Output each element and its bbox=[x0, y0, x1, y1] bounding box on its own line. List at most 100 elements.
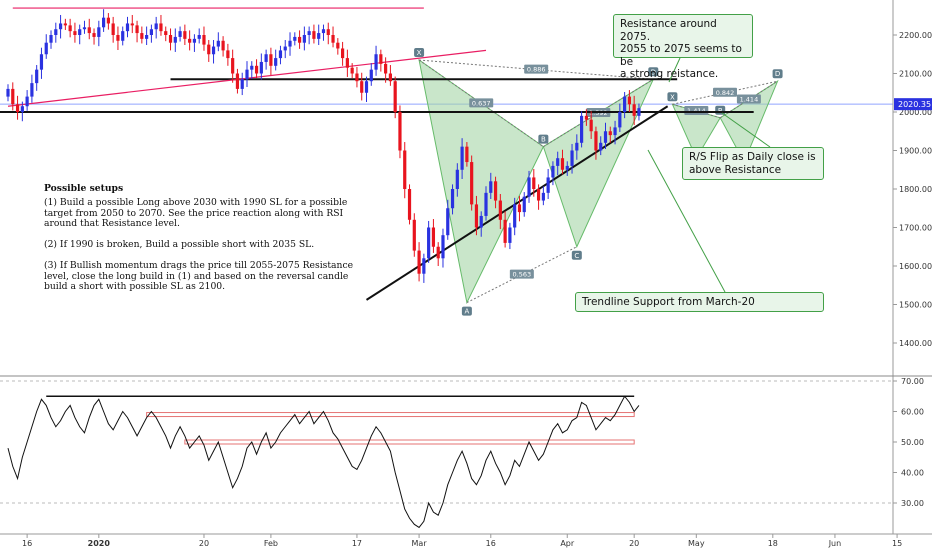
p2-ratio-label: 0.842 bbox=[716, 89, 735, 97]
candle-body bbox=[556, 158, 560, 166]
candle-body bbox=[250, 65, 254, 70]
candle-body bbox=[412, 219, 416, 251]
candle-body bbox=[30, 83, 34, 97]
candle-body bbox=[145, 35, 149, 39]
candle-body bbox=[493, 181, 498, 201]
candle-body bbox=[603, 131, 608, 143]
p1-ratio-label: 0.886 bbox=[527, 66, 546, 74]
callout-trendline-connector bbox=[647, 149, 726, 293]
candle-body bbox=[479, 215, 483, 228]
candle-body bbox=[532, 177, 536, 189]
candle-body bbox=[489, 181, 493, 193]
candle-body bbox=[403, 150, 407, 189]
callout-rs-flip-connector bbox=[721, 112, 771, 148]
p2-bd-ratio-line bbox=[719, 80, 778, 119]
p1-xab-triangle bbox=[418, 58, 544, 305]
candle-body bbox=[594, 131, 598, 151]
candle-body bbox=[513, 204, 517, 228]
candle-body bbox=[130, 23, 134, 26]
setups-note-line: build a short with possible SL as 2100. bbox=[44, 281, 226, 292]
candle-body bbox=[92, 33, 96, 37]
candle-body bbox=[388, 73, 392, 82]
candle-body bbox=[560, 158, 565, 170]
candle-body bbox=[536, 189, 541, 201]
candle-body bbox=[431, 227, 436, 247]
candle-body bbox=[517, 204, 522, 213]
candle-body bbox=[508, 227, 512, 243]
candle-body bbox=[178, 31, 182, 37]
current-price-label: 2020.35 bbox=[898, 100, 931, 109]
candle-body bbox=[240, 79, 244, 89]
current-price-tag bbox=[894, 98, 932, 111]
p1-ratio-badge bbox=[469, 98, 494, 108]
price-tick-label: 2200.00 bbox=[899, 31, 932, 40]
candle-body bbox=[259, 61, 263, 74]
rsi-tick-label: 60.00 bbox=[901, 408, 924, 417]
candle-body bbox=[446, 208, 450, 236]
p1-point-label: A bbox=[464, 308, 469, 316]
candle-body bbox=[374, 54, 378, 70]
candle-body bbox=[632, 104, 636, 116]
setups-title: Possible setups bbox=[44, 183, 124, 194]
candle-body bbox=[125, 23, 130, 32]
candle-body bbox=[302, 35, 306, 43]
candle-body bbox=[197, 35, 201, 39]
x-tick-label: 2020 bbox=[88, 539, 111, 548]
price-tick-label: 1500.00 bbox=[899, 301, 932, 310]
setups-note-line: (1) Build a possible Long above 2030 wit… bbox=[44, 197, 348, 208]
candle-body bbox=[188, 38, 192, 43]
setups-note-line: around that Resistance level. bbox=[44, 218, 180, 229]
candle-body bbox=[599, 142, 603, 151]
candle-body bbox=[618, 112, 622, 128]
candle-body bbox=[326, 29, 330, 35]
price-tick-label: 1400.00 bbox=[899, 339, 932, 348]
candle-body bbox=[254, 65, 259, 74]
callout-resistance-connector bbox=[668, 57, 681, 83]
candle-body bbox=[82, 27, 87, 30]
candle-body bbox=[522, 196, 526, 213]
price-tick-label: 1800.00 bbox=[899, 185, 932, 194]
candle-body bbox=[121, 31, 125, 41]
candle-body bbox=[345, 58, 349, 68]
candle-body bbox=[379, 54, 383, 64]
candle-body bbox=[470, 162, 474, 205]
rsi-tick-label: 30.00 bbox=[901, 499, 924, 508]
candle-body bbox=[15, 104, 20, 112]
p1-ratio-badge bbox=[524, 64, 549, 74]
candle-body bbox=[149, 29, 153, 35]
rsi-line bbox=[7, 395, 640, 529]
x-tick-label: Apr bbox=[560, 539, 575, 548]
candle-body bbox=[154, 23, 158, 30]
p1-point-badge bbox=[571, 250, 582, 260]
candle-body bbox=[44, 42, 48, 55]
p2-ratio-badge bbox=[736, 94, 761, 104]
candle-body bbox=[427, 227, 431, 259]
candle-body bbox=[393, 81, 397, 112]
rsi-level-band bbox=[184, 439, 635, 445]
candle-body bbox=[637, 108, 641, 116]
rsi-panel bbox=[7, 395, 640, 529]
harmonic-patterns: XABCD0.8860.6371.5920.563XABCD0.8421.414… bbox=[414, 48, 783, 316]
p1-point-label: C bbox=[574, 252, 579, 260]
candle-body bbox=[407, 189, 412, 220]
candle-body bbox=[627, 96, 631, 105]
candle-body bbox=[546, 177, 550, 193]
candle-body bbox=[173, 36, 177, 43]
candle-body bbox=[288, 40, 292, 47]
candle-body bbox=[417, 250, 421, 274]
candle-body bbox=[97, 27, 101, 37]
candle-body bbox=[192, 38, 197, 43]
candle-body bbox=[216, 40, 220, 47]
callout-rs-flip: R/S Flip as Daily close is above Resista… bbox=[682, 147, 824, 180]
candle-body bbox=[369, 69, 373, 82]
candle-body bbox=[575, 142, 579, 151]
candle-body bbox=[35, 69, 39, 84]
price-tick-label: 1600.00 bbox=[899, 262, 932, 271]
x-tick-label: 20 bbox=[199, 539, 209, 548]
price-tick-label: 1900.00 bbox=[899, 147, 932, 156]
x-tick-label: Mar bbox=[412, 539, 428, 548]
candle-body bbox=[63, 23, 67, 26]
candle-body bbox=[264, 54, 268, 62]
price-tick-label: 2100.00 bbox=[899, 70, 932, 79]
